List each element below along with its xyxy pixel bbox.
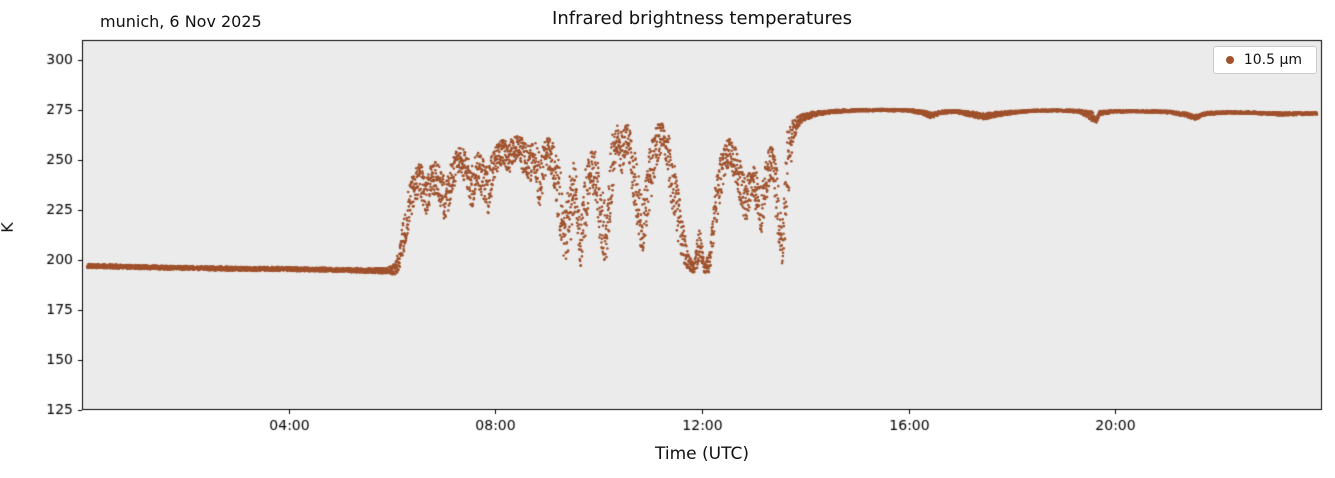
legend: 10.5 µm [1212,46,1317,74]
legend-entry-label: 10.5 µm [1243,52,1302,68]
y-axis-label: K [0,222,17,233]
chart-subtitle: munich, 6 Nov 2025 [100,12,262,31]
x-axis-label: Time (UTC) [655,444,749,464]
legend-marker-dot-icon [1225,56,1234,64]
chart-title: Infrared brightness temperatures [552,8,852,29]
